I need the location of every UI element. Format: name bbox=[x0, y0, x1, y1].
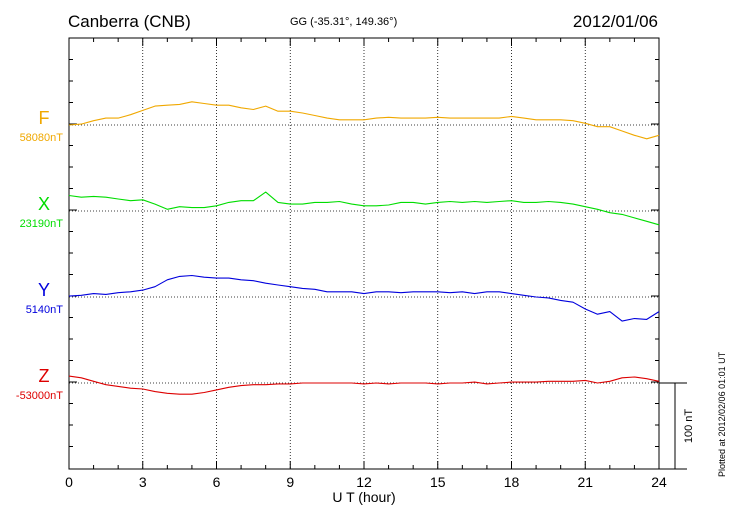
series-line-f bbox=[68, 101, 660, 140]
date-label: 2012/01/06 bbox=[572, 12, 658, 31]
station-title: Canberra (CNB) bbox=[68, 12, 191, 31]
x-tick-label: 24 bbox=[651, 474, 667, 490]
x-tick-label: 15 bbox=[430, 474, 446, 490]
series-name-z: Z bbox=[39, 366, 50, 386]
series-baseline-f: 58080nT bbox=[20, 132, 64, 144]
series-baseline-y: 5140nT bbox=[26, 304, 64, 316]
series-name-x: X bbox=[38, 194, 50, 214]
series-baseline-z: -53000nT bbox=[16, 390, 63, 402]
x-tick-label: 0 bbox=[65, 474, 73, 490]
x-tick-label: 9 bbox=[286, 474, 294, 490]
x-tick-label: 12 bbox=[356, 474, 372, 490]
series-line-y bbox=[68, 274, 660, 322]
x-tick-label: 18 bbox=[504, 474, 520, 490]
series-line-z bbox=[68, 375, 660, 395]
series-name-y: Y bbox=[38, 280, 50, 300]
x-tick-label: 6 bbox=[213, 474, 221, 490]
series-baseline-x: 23190nT bbox=[20, 218, 64, 230]
x-tick-label: 21 bbox=[577, 474, 593, 490]
x-tick-label: 3 bbox=[139, 474, 147, 490]
scale-bar-label: 100 nT bbox=[683, 409, 695, 444]
plotted-timestamp: Plotted at 2012/02/06 01:01 UT bbox=[717, 351, 727, 477]
coordinates-label: GG (-35.31°, 149.36°) bbox=[290, 16, 398, 28]
series-name-f: F bbox=[39, 108, 50, 128]
x-axis-label: U T (hour) bbox=[332, 489, 395, 505]
series-line-x bbox=[68, 191, 660, 226]
